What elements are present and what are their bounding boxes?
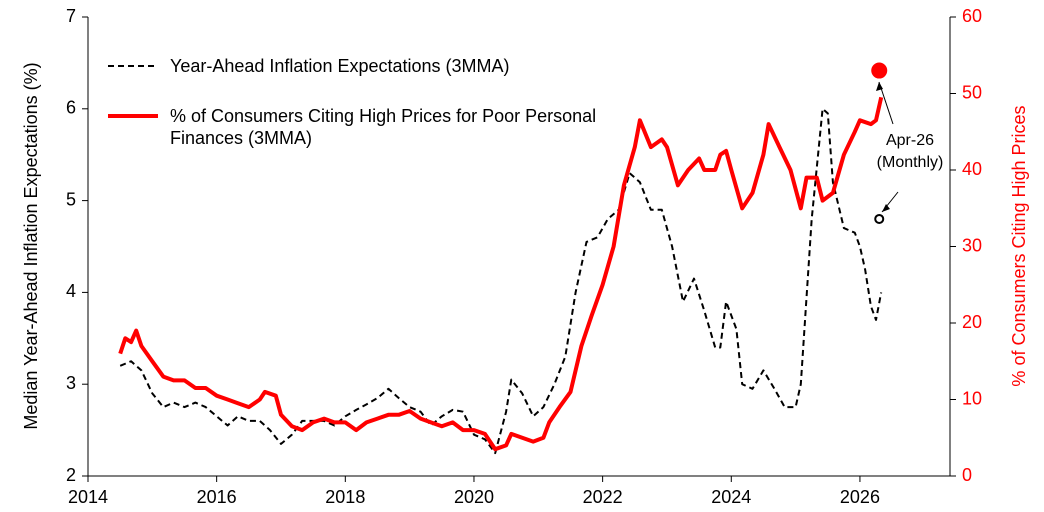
y2-tick-label: 0 <box>962 465 972 485</box>
x-tick-label: 2016 <box>197 487 237 507</box>
annotation-text: Apr-26 <box>886 132 934 149</box>
y2-axis-label: % of Consumers Citing High Prices <box>1009 105 1029 386</box>
y2-tick-label: 20 <box>962 312 982 332</box>
x-tick-label: 2022 <box>583 487 623 507</box>
x-tick-label: 2024 <box>711 487 751 507</box>
annotation-point <box>871 62 888 79</box>
y-tick-label: 2 <box>66 465 76 485</box>
y2-tick-label: 60 <box>962 6 982 26</box>
y-axis-label: Median Year-Ahead Inflation Expectations… <box>21 62 41 429</box>
x-tick-label: 2014 <box>68 487 108 507</box>
x-tick-label: 2026 <box>840 487 880 507</box>
legend-label: Year-Ahead Inflation Expectations (3MMA) <box>170 56 510 76</box>
y2-tick-label: 50 <box>962 82 982 102</box>
y2-tick-label: 10 <box>962 388 982 408</box>
y-tick-label: 4 <box>66 281 76 301</box>
annotation-arrowhead <box>876 82 883 91</box>
annotation-arrowhead <box>882 204 890 212</box>
legend-label: % of Consumers Citing High Prices for Po… <box>170 106 597 148</box>
annotation-point <box>874 213 885 224</box>
y2-tick-label: 30 <box>962 235 982 255</box>
series-line <box>118 96 884 452</box>
y-tick-label: 3 <box>66 373 76 393</box>
y-tick-label: 6 <box>66 98 76 118</box>
y2-tick-label: 40 <box>962 159 982 179</box>
x-tick-label: 2020 <box>454 487 494 507</box>
annotation-text: (Monthly) <box>877 154 944 171</box>
x-tick-label: 2018 <box>325 487 365 507</box>
y-tick-label: 7 <box>66 6 76 26</box>
y-tick-label: 5 <box>66 189 76 209</box>
